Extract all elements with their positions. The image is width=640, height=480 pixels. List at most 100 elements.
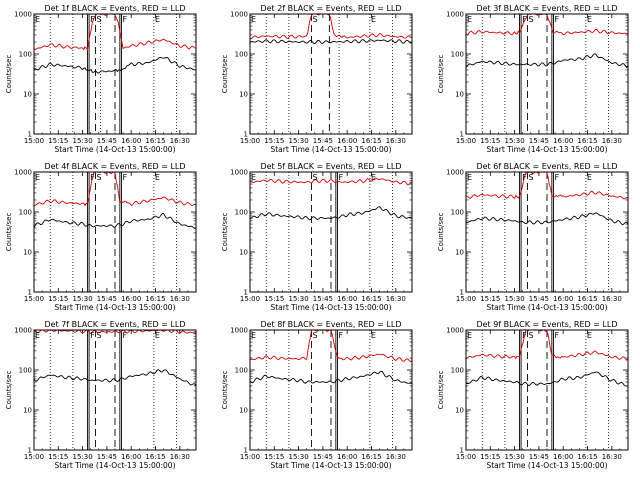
y-tick-label: 10 bbox=[239, 249, 248, 257]
x-tick-label: 16:15 bbox=[361, 137, 381, 145]
marker-label: E bbox=[371, 173, 376, 182]
x-tick-label: 15:30 bbox=[289, 295, 309, 303]
marker-label: E bbox=[587, 15, 592, 24]
plot-frame bbox=[249, 329, 413, 451]
x-tick-label: 15:15 bbox=[264, 295, 284, 303]
marker-label: F bbox=[554, 331, 559, 340]
y-axis-label: Counts/sec bbox=[221, 371, 229, 410]
x-tick-label: 15:30 bbox=[289, 453, 309, 461]
x-tick-label: 15:15 bbox=[264, 137, 284, 145]
events-series-line bbox=[465, 53, 629, 69]
y-tick-label: 100 bbox=[451, 209, 464, 217]
marker-label: S bbox=[313, 331, 318, 340]
y-tick-label: 100 bbox=[235, 367, 248, 375]
y-tick-label: 100 bbox=[235, 51, 248, 59]
x-tick-label: 16:30 bbox=[386, 453, 406, 461]
x-axis-label: Start Time (14-Oct-13 15:00:00) bbox=[54, 461, 175, 470]
marker-label: E bbox=[155, 173, 160, 182]
plot-frame bbox=[33, 329, 197, 451]
x-tick-label: 15:15 bbox=[48, 137, 68, 145]
x-tick-label: 16:00 bbox=[337, 295, 357, 303]
x-tick-label: 15:00 bbox=[456, 453, 476, 461]
y-tick-label: 1000 bbox=[446, 169, 464, 177]
y-tick-label: 10 bbox=[455, 249, 464, 257]
marker-label: F bbox=[522, 173, 527, 182]
x-tick-label: 16:30 bbox=[386, 295, 406, 303]
y-tick-label: 1 bbox=[244, 447, 248, 455]
x-tick-label: 15:15 bbox=[480, 453, 500, 461]
chart-title: Det 4f BLACK = Events, RED = LLD bbox=[44, 162, 185, 171]
chart-title: Det 8f BLACK = Events, RED = LLD bbox=[260, 320, 401, 329]
events-series-line bbox=[33, 213, 197, 230]
y-axis-label: Counts/sec bbox=[221, 213, 229, 252]
x-tick-label: 15:45 bbox=[529, 295, 549, 303]
plot-frame bbox=[249, 13, 413, 135]
x-tick-label: 15:30 bbox=[505, 295, 525, 303]
y-axis-label: Counts/sec bbox=[437, 213, 445, 252]
y-tick-label: 1000 bbox=[446, 327, 464, 335]
chart-title: Det 2f BLACK = Events, RED = LLD bbox=[260, 4, 401, 13]
marker-label: S bbox=[97, 331, 102, 340]
x-tick-label: 16:00 bbox=[121, 453, 141, 461]
x-tick-label: 16:15 bbox=[577, 453, 597, 461]
x-tick-label: 16:30 bbox=[170, 295, 190, 303]
y-axis-label: Counts/sec bbox=[5, 213, 13, 252]
x-axis-label: Start Time (14-Oct-13 15:00:00) bbox=[54, 303, 175, 312]
marker-label: E bbox=[587, 173, 592, 182]
marker-label: E bbox=[251, 331, 256, 340]
y-tick-label: 1 bbox=[460, 131, 464, 139]
x-tick-label: 15:45 bbox=[313, 453, 333, 461]
y-axis-label: Counts/sec bbox=[437, 55, 445, 94]
x-tick-label: 15:15 bbox=[480, 295, 500, 303]
x-tick-label: 16:15 bbox=[577, 137, 597, 145]
marker-label: E bbox=[467, 173, 472, 182]
y-tick-label: 1 bbox=[460, 289, 464, 297]
chart-panel-1: Det 1f BLACK = Events, RED = LLD Counts/s… bbox=[5, 4, 197, 154]
x-tick-label: 15:30 bbox=[73, 137, 93, 145]
marker-label: S bbox=[529, 15, 534, 24]
y-tick-label: 1000 bbox=[14, 169, 32, 177]
x-axis-label: Start Time (14-Oct-13 15:00:00) bbox=[270, 461, 391, 470]
y-tick-label: 10 bbox=[455, 91, 464, 99]
y-tick-label: 1 bbox=[28, 289, 32, 297]
x-tick-label: 15:00 bbox=[24, 295, 44, 303]
plot-frame bbox=[465, 171, 629, 293]
plot-frame bbox=[249, 171, 413, 293]
y-axis-label: Counts/sec bbox=[437, 371, 445, 410]
chart-panel-7: Det 7f BLACK = Events, RED = LLD Counts/s… bbox=[5, 320, 197, 470]
x-tick-label: 15:45 bbox=[97, 137, 117, 145]
chart-panel-8: Det 8f BLACK = Events, RED = LLD Counts/s… bbox=[221, 320, 413, 470]
events-series-line bbox=[465, 212, 629, 226]
marker-label: F bbox=[338, 331, 343, 340]
marker-label: S bbox=[313, 173, 318, 182]
plot-frame bbox=[465, 329, 629, 451]
marker-label: E bbox=[467, 15, 472, 24]
x-tick-label: 15:45 bbox=[529, 137, 549, 145]
y-tick-label: 100 bbox=[235, 209, 248, 217]
marker-label: S bbox=[529, 173, 534, 182]
plot-frame bbox=[465, 13, 629, 135]
y-tick-label: 1000 bbox=[230, 327, 248, 335]
x-tick-label: 15:30 bbox=[73, 453, 93, 461]
chart-title: Det 7f BLACK = Events, RED = LLD bbox=[44, 320, 185, 329]
x-tick-label: 15:00 bbox=[456, 137, 476, 145]
x-tick-label: 16:15 bbox=[145, 295, 165, 303]
y-tick-label: 1 bbox=[244, 289, 248, 297]
y-tick-label: 10 bbox=[239, 91, 248, 99]
x-tick-label: 15:45 bbox=[97, 295, 117, 303]
x-tick-label: 15:15 bbox=[480, 137, 500, 145]
lld-series-line bbox=[33, 13, 197, 51]
x-tick-label: 15:45 bbox=[529, 453, 549, 461]
x-tick-label: 16:00 bbox=[553, 295, 573, 303]
marker-label: F bbox=[90, 15, 95, 24]
chart-panel-5: Det 5f BLACK = Events, RED = LLD Counts/s… bbox=[221, 162, 413, 312]
x-tick-label: 15:30 bbox=[505, 137, 525, 145]
events-series-line bbox=[249, 370, 413, 385]
y-tick-label: 1 bbox=[28, 131, 32, 139]
plot-frame bbox=[33, 13, 197, 135]
marker-label: E bbox=[155, 15, 160, 24]
x-tick-label: 15:15 bbox=[48, 453, 68, 461]
y-tick-label: 1 bbox=[244, 131, 248, 139]
x-tick-label: 16:30 bbox=[602, 295, 622, 303]
